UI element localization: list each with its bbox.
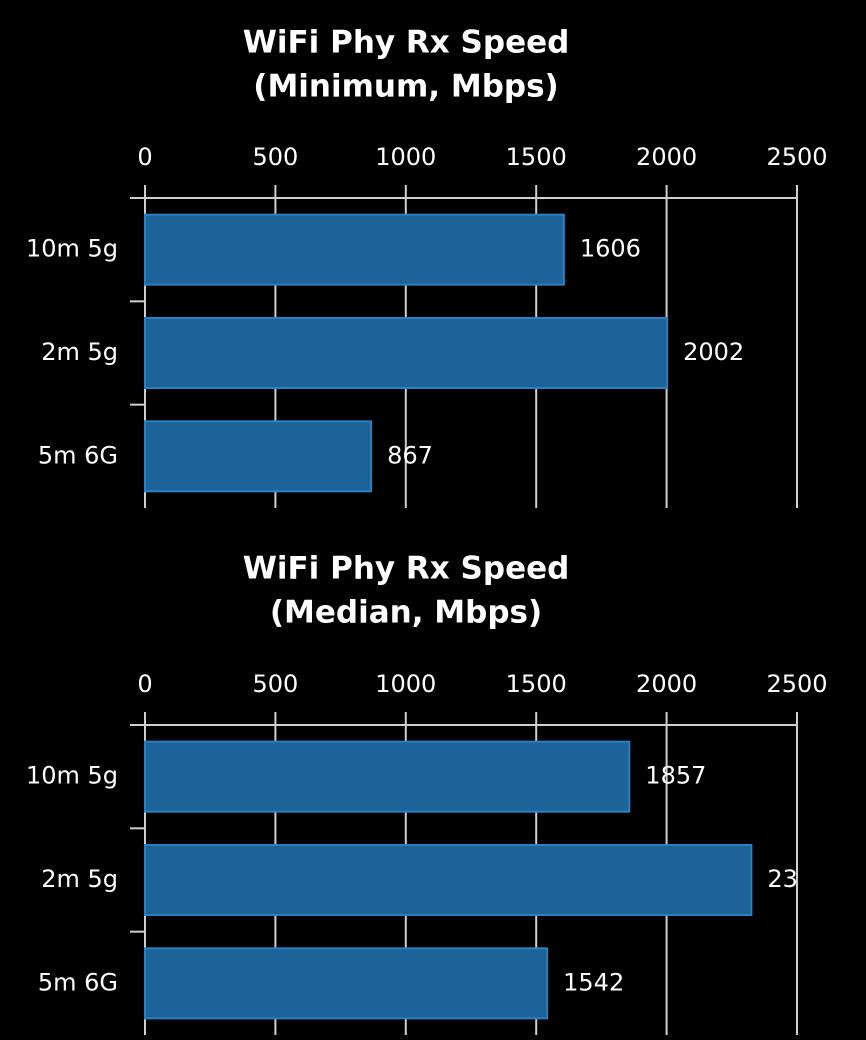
chart: WiFi Phy Rx Speed (Minimum, Mbps) 0 500 1000… [26, 25, 828, 508]
y-tick-label: 10m 5g [26, 235, 118, 263]
x-tick-label: 2500 [766, 670, 827, 698]
x-tick-label: 1000 [375, 670, 436, 698]
bar [144, 317, 669, 389]
y-tick-label: 2m 5g [41, 865, 118, 893]
chart-title: WiFi Phy Rx Speed [243, 25, 570, 61]
x-tick-label: 1500 [506, 143, 567, 171]
y-tick-label: 5m 6G [38, 968, 118, 996]
x-tick-label: 500 [252, 670, 298, 698]
bar [144, 947, 549, 1020]
y-tick-label: 2m 5g [41, 338, 118, 366]
x-tick-label: 2500 [766, 143, 827, 171]
chart-title: (Median, Mbps) [270, 595, 542, 631]
x-tick-label: 2000 [636, 670, 697, 698]
data-label: 1542 [563, 968, 624, 996]
y-tick-label: 5m 6G [38, 441, 118, 469]
x-tick-label: 0 [137, 670, 152, 698]
data-label: 1606 [580, 235, 641, 263]
bar [144, 844, 753, 916]
bar [144, 213, 565, 286]
x-tick-label: 2000 [636, 143, 697, 171]
y-tick-label: 10m 5g [26, 762, 118, 790]
chart: WiFi Phy Rx Speed (Median, Mbps) 0 500 1000 1… [26, 551, 828, 1035]
data-label: 1857 [645, 762, 706, 790]
x-tick-label: 1500 [506, 670, 567, 698]
bar [144, 420, 373, 493]
x-tick-label: 1000 [375, 143, 436, 171]
bar [144, 740, 631, 813]
x-tick-label: 0 [137, 143, 152, 171]
chart-title: (Minimum, Mbps) [253, 69, 558, 105]
data-label: 867 [387, 441, 433, 469]
data-label: 2002 [683, 338, 744, 366]
chart-title: WiFi Phy Rx Speed [243, 551, 570, 587]
x-tick-label: 500 [252, 143, 298, 171]
data-label: 2325 [767, 865, 828, 893]
